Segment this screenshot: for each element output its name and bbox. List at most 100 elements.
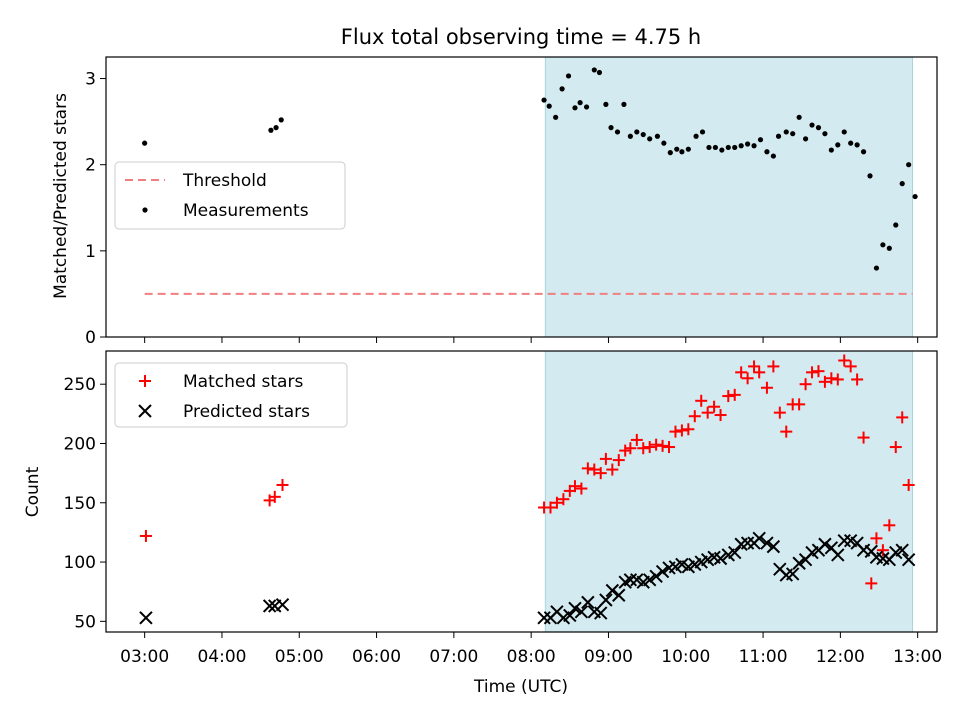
top-panel: 0 1 2 3 Threshold Measurements <box>85 56 938 348</box>
bottom-predicted-stars-point-14 <box>599 593 613 607</box>
bottom-matched-stars-point-46 <box>806 366 819 379</box>
bottom-matched-stars-point-29 <box>695 394 708 407</box>
bottom-predicted-stars-point-19-b <box>630 573 644 587</box>
bottom-matched-stars-point-41 <box>773 406 786 419</box>
bottom-matched-stars-point-19 <box>630 433 643 446</box>
bottom-matched-stars-point-45 <box>799 378 812 391</box>
top-measurements-point-34 <box>732 144 738 151</box>
top-measurements-point-18 <box>627 133 633 139</box>
top-legend-label-1: Measurements <box>183 201 309 221</box>
bottom-predicted-stars-point-36 <box>740 536 755 550</box>
bottom-matched-stars-point-14 <box>599 452 612 465</box>
top-measurements-point-19 <box>634 129 640 135</box>
top-measurements-point-21 <box>647 136 653 142</box>
top-measurements-point-12 <box>591 67 597 73</box>
top-measurements-point-48 <box>822 131 828 137</box>
bottom-predicted-stars-point-34 <box>728 545 742 560</box>
x-axis-label: Time (UTC) <box>473 677 568 697</box>
bottom-matched-stars-point-0 <box>139 529 152 542</box>
bottom-predicted-stars-point-52-b <box>843 533 858 548</box>
top-measurements-point-38 <box>757 137 764 143</box>
bottom-predicted-stars-point-22-b <box>649 569 663 583</box>
top-measurements-point-13 <box>596 69 603 76</box>
bottom-predicted-stars-point-22 <box>649 569 663 583</box>
top-y-tick-label-2: 2 <box>85 156 96 176</box>
bottom-y-tick-label-1: 100 <box>64 553 96 573</box>
bottom-predicted-stars-point-15-b <box>605 583 620 598</box>
top-measurements-point-29 <box>699 129 706 135</box>
bottom-predicted-stars-point-48 <box>818 537 832 551</box>
top-measurements-point-11 <box>583 104 590 110</box>
bottom-predicted-stars-point-38 <box>752 531 766 546</box>
top-measurements-point-22 <box>654 133 661 139</box>
top-measurements-point-23 <box>661 140 667 146</box>
bottom-predicted-stars-point-31-b <box>707 550 721 565</box>
bottom-predicted-stars-point-53-b <box>850 536 864 550</box>
top-measurements-point-55 <box>867 173 873 179</box>
bottom-predicted-stars-point-51 <box>837 533 851 548</box>
bottom-predicted-stars-point-11-b <box>581 595 595 610</box>
top-measurements-point-2 <box>273 125 279 131</box>
bottom-matched-stars-point-47 <box>812 365 825 378</box>
top-axes-frame <box>105 56 938 338</box>
bottom-matched-stars-point-42 <box>780 425 793 438</box>
top-measurements-point-35 <box>738 143 744 149</box>
top-measurements-point-16 <box>614 129 621 135</box>
bottom-predicted-stars-point-1 <box>262 599 277 613</box>
x-tick-label-2: 05:00 <box>275 647 324 667</box>
bottom-predicted-stars-point-11 <box>581 595 595 610</box>
bottom-y-tick-label-0: 50 <box>74 612 96 632</box>
bottom-matched-stars-point-49 <box>825 372 838 385</box>
top-measurements-point-28 <box>693 133 699 139</box>
bottom-predicted-stars-point-43 <box>785 567 800 581</box>
top-legend-swatch-1 <box>142 207 148 213</box>
top-y-axis-label: Matched/Predicted stars <box>51 93 71 299</box>
bottom-matched-stars-point-2 <box>268 490 281 503</box>
bottom-predicted-stars-point-40-b <box>766 539 781 554</box>
top-measurements-point-41 <box>775 133 782 139</box>
bottom-predicted-stars-point-57-b <box>876 551 890 566</box>
bottom-matched-stars-point-52 <box>844 360 857 373</box>
top-measurements-point-51 <box>841 129 847 135</box>
top-measurements-point-8 <box>565 73 572 79</box>
bottom-predicted-stars-point-61-b <box>901 552 916 567</box>
top-measurements-point-58 <box>886 245 892 251</box>
x-tick-label-0: 03:00 <box>120 647 169 667</box>
bottom-predicted-stars-point-39-b <box>760 536 774 550</box>
bottom-matched-stars-point-17 <box>619 444 632 457</box>
bottom-axes-frame <box>105 350 938 633</box>
top-measurements-point-39 <box>764 149 770 155</box>
bottom-predicted-stars-point-13 <box>594 606 608 620</box>
bottom-matched-stars-point-44 <box>793 398 806 411</box>
top-measurements-point-27 <box>685 146 691 152</box>
chart-title: Flux total observing time = 4.75 h <box>341 25 701 49</box>
bottom-predicted-stars-point-9 <box>568 601 582 615</box>
top-measurements-point-60 <box>899 181 905 187</box>
bottom-predicted-stars-point-23-b <box>655 564 670 579</box>
top-measurements-point-20 <box>640 131 646 138</box>
bottom-predicted-stars-point-13-b <box>594 606 608 620</box>
bottom-legend-swatch-0 <box>139 375 151 387</box>
bottom-predicted-stars-point-41-b <box>773 562 787 576</box>
top-y-tick-label-1: 1 <box>85 242 96 262</box>
bottom-matched-stars-point-53 <box>851 373 864 386</box>
bottom-predicted-stars-point-12-b <box>587 605 602 619</box>
top-measurements-point-24 <box>667 150 673 156</box>
bottom-matched-stars-point-34 <box>728 388 741 401</box>
top-measurements-point-49 <box>828 147 834 153</box>
bottom-predicted-stars-point-44 <box>792 556 806 570</box>
bottom-matched-stars-point-10 <box>575 482 588 495</box>
bottom-matched-stars-point-31 <box>708 400 721 413</box>
bottom-matched-stars-point-15 <box>606 463 619 476</box>
bottom-predicted-stars-point-14-b <box>599 593 613 607</box>
bottom-legend <box>114 362 348 428</box>
bottom-matched-stars-point-54 <box>857 431 870 444</box>
bottom-predicted-stars-point-60 <box>895 543 909 557</box>
bottom-predicted-stars-point-38-b <box>752 531 766 546</box>
top-highlight-span <box>544 56 914 338</box>
bottom-matched-stars-point-22 <box>650 438 663 451</box>
bottom-y-tick-label-3: 200 <box>64 434 96 454</box>
bottom-matched-stars-point-24 <box>663 441 676 454</box>
top-measurements-point-46 <box>809 122 815 128</box>
top-measurements-point-53 <box>854 142 860 148</box>
